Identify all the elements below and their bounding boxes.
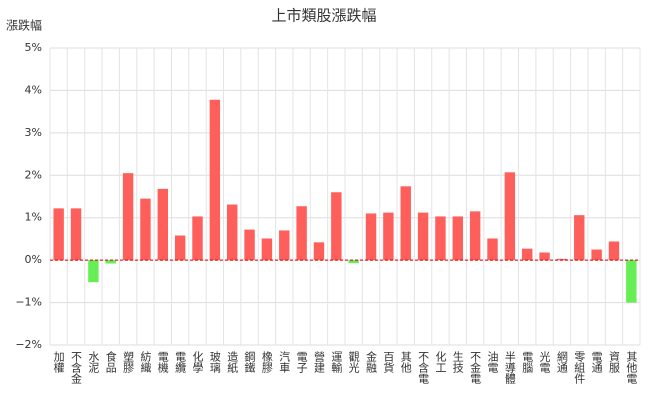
y-tick-label: 0% <box>25 253 42 266</box>
x-tick-label: 營建 <box>312 351 325 374</box>
x-tick-label: 電機 <box>156 351 169 374</box>
bar <box>192 216 203 261</box>
bar <box>174 235 186 261</box>
bar <box>522 248 533 261</box>
bar <box>504 172 516 261</box>
x-tick-label: 水泥 <box>87 351 100 374</box>
x-tick-label: 紡織 <box>139 350 152 374</box>
x-tick-label: 化學 <box>191 350 204 374</box>
bar <box>435 216 446 261</box>
bar <box>608 241 620 261</box>
bar <box>574 215 585 261</box>
x-tick-label: 金融 <box>365 350 378 374</box>
x-tick-label: 化工 <box>434 350 447 373</box>
x-tick-label: 食品 <box>104 350 117 373</box>
x-tick-label: 電腦 <box>521 351 534 374</box>
x-tick-label: 半導體 <box>503 350 516 385</box>
y-tick-label: 1% <box>25 211 42 224</box>
bar <box>348 260 359 264</box>
bar <box>122 173 134 261</box>
bar <box>261 238 273 261</box>
x-tick-label: 電通 <box>590 351 603 373</box>
bar <box>626 260 637 303</box>
x-tick-label: 網通 <box>555 350 568 373</box>
bar <box>244 229 255 261</box>
x-tick-label: 不金電 <box>469 351 482 384</box>
x-tick-label: 玻璃 <box>208 351 221 374</box>
bar <box>539 252 550 261</box>
bar <box>452 216 463 261</box>
bar <box>140 198 151 261</box>
y-tick-label: −2% <box>15 338 42 351</box>
x-tick-label: 百貨 <box>382 351 395 374</box>
bar <box>157 188 168 261</box>
x-tick-label: 鋼鐵 <box>243 350 256 374</box>
y-tick-label: 2% <box>25 168 42 181</box>
x-tick-label: 塑膠 <box>122 350 135 373</box>
x-tick-label: 其他 <box>399 351 412 373</box>
x-tick-label: 資服 <box>607 351 620 374</box>
x-tick-label: 汽車 <box>278 350 291 374</box>
bar <box>53 208 64 261</box>
x-tick-label: 零組件 <box>573 351 586 385</box>
x-tick-label: 不含金 <box>70 351 83 384</box>
bar <box>365 213 377 261</box>
bar <box>279 230 290 261</box>
bar <box>331 192 342 261</box>
x-tick-label: 電纜 <box>174 351 187 374</box>
bar <box>591 249 602 261</box>
x-tick-label: 生技 <box>451 350 464 374</box>
x-tick-label: 其他電 <box>625 351 638 384</box>
bar <box>487 238 498 261</box>
bar <box>105 260 116 264</box>
x-tick-label: 不含電 <box>417 351 430 384</box>
bar <box>469 211 481 261</box>
x-tick-label: 造紙 <box>226 350 239 373</box>
x-tick-label: 光電 <box>538 350 551 373</box>
bar <box>383 212 394 261</box>
x-tick-label: 橡膠 <box>260 351 273 373</box>
y-tick-label: 4% <box>25 83 42 96</box>
x-tick-label: 油電 <box>486 350 499 373</box>
bar <box>556 258 568 261</box>
bar <box>313 242 325 261</box>
bar <box>88 260 99 283</box>
y-tick-label: 5% <box>25 41 42 54</box>
bar <box>70 208 82 261</box>
bar <box>209 99 221 261</box>
bar <box>400 186 411 261</box>
x-tick-label: 電子 <box>295 351 308 373</box>
chart-title: 上市類股漲跌幅 <box>271 7 376 25</box>
y-axis-title: 漲跌幅 <box>6 18 42 33</box>
bar <box>227 204 238 261</box>
x-tick-label: 加權 <box>52 351 65 374</box>
x-tick-label: 觀光 <box>347 351 360 374</box>
y-tick-label: −1% <box>15 296 42 309</box>
y-tick-label: 3% <box>25 126 42 139</box>
bar <box>296 206 307 261</box>
x-tick-label: 運輸 <box>330 351 343 374</box>
bar <box>417 212 429 261</box>
